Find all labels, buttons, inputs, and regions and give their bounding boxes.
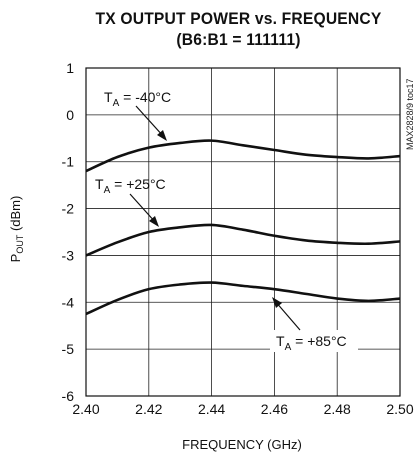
series-group [85,139,401,316]
annotations: TA = -40°C TA = +25°C TA = +85°C [95,89,358,353]
x-tick-label: 2.44 [198,401,225,417]
y-tick-label: 1 [66,60,74,76]
side-note: MAX2828/9 toc17 [405,78,415,150]
y-tick-label: -5 [62,341,75,357]
x-tick-label: 2.50 [386,401,413,417]
series-label-minus40: TA = -40°C [104,89,171,109]
x-tick-label: 2.48 [324,401,351,417]
chart-subtitle: (B6:B1 = 111111) [176,30,301,49]
y-tick-label: -4 [62,294,75,310]
y-tick-label: -1 [62,154,75,170]
chart-title: TX OUTPUT POWER vs. FREQUENCY [95,9,382,28]
y-tick-label: 0 [66,107,74,123]
y-tick-label: -6 [62,388,75,404]
tick-labels: 2.40 2.42 2.44 2.46 2.48 2.50 1 0 -1 -2 -3 -4 -5 -6 [62,60,414,417]
plot-frame [85,67,401,397]
x-tick-label: 2.46 [261,401,288,417]
arrow-minus40 [135,105,167,141]
arrow-plus85 [272,297,301,331]
x-tick-label: 2.42 [135,401,162,417]
y-axis-label: POUT (dBm) [8,196,25,263]
series-line-minus40 [85,139,401,173]
x-axis-label: FREQUENCY (GHz) [182,437,302,452]
chart-title-block: TX OUTPUT POWER vs. FREQUENCY (B6:B1 = 1… [74,8,402,50]
y-tick-label: -3 [62,247,75,263]
y-tick-label: -2 [62,201,75,217]
series-line-plus85 [85,281,401,316]
arrow-plus25 [129,193,159,227]
series-label-plus25: TA = +25°C [95,176,166,196]
x-tick-label: 2.40 [72,401,99,417]
series-line-plus25 [85,223,401,257]
series-label-plus85-bg [270,330,358,352]
series-label-plus85: TA = +85°C [276,333,347,353]
